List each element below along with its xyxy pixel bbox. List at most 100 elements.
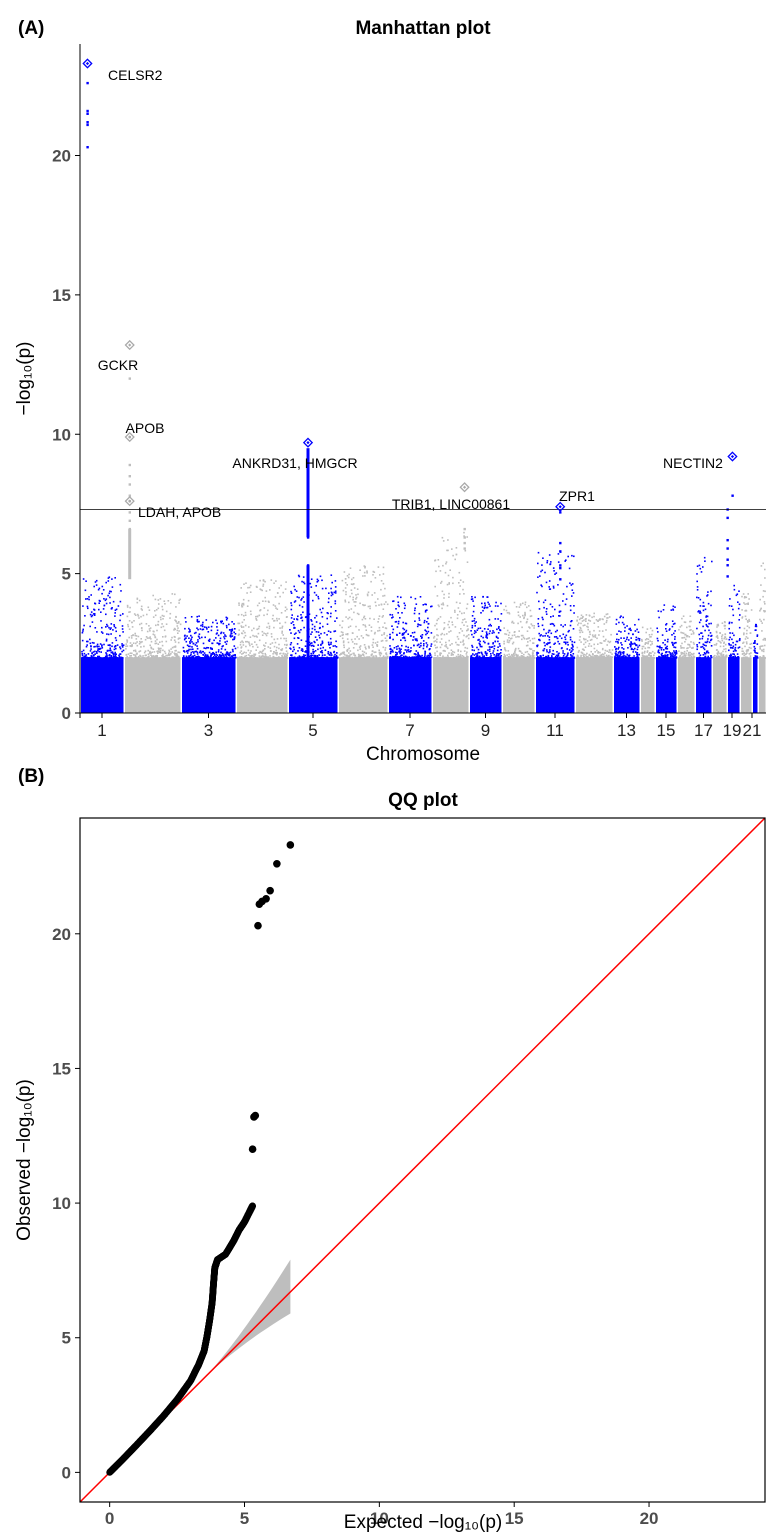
- snp-point: [366, 572, 368, 574]
- snp-point: [662, 609, 665, 611]
- snp-point: [359, 655, 362, 658]
- snp-point: [465, 655, 468, 657]
- snp-point: [539, 657, 541, 659]
- snp-point: [618, 638, 620, 641]
- chromosome-20-core: [741, 657, 752, 713]
- snp-point: [282, 652, 285, 655]
- snp-point: [105, 626, 107, 628]
- snp-point: [573, 641, 576, 644]
- snp-point: [209, 647, 212, 649]
- snp-point: [143, 645, 145, 648]
- snp-point: [617, 652, 620, 654]
- snp-point: [438, 565, 440, 568]
- snp-point: [312, 652, 315, 655]
- snp-point: [743, 627, 746, 630]
- snp-point: [762, 656, 764, 659]
- snp-point: [680, 631, 682, 634]
- snp-point: [293, 633, 296, 635]
- snp-point: [389, 656, 391, 658]
- snp-point: [357, 593, 359, 596]
- snp-point: [732, 608, 734, 611]
- snp-point: [110, 656, 113, 658]
- snp-point: [86, 598, 89, 600]
- snp-point: [290, 592, 293, 594]
- snp-point: [207, 657, 210, 659]
- snp-point: [434, 624, 436, 627]
- snp-point: [759, 645, 761, 648]
- snp-point: [85, 580, 87, 582]
- snp-point: [529, 609, 532, 612]
- snp-point: [174, 593, 176, 596]
- snp-point: [153, 657, 156, 659]
- snp-point: [334, 602, 337, 605]
- snp-point: [253, 657, 256, 659]
- snp-point: [289, 643, 292, 646]
- x-tick-label: 7: [405, 721, 414, 740]
- snp-point: [473, 632, 476, 635]
- snp-point: [403, 632, 406, 634]
- snp-point: [223, 637, 226, 640]
- snp-point: [545, 608, 548, 610]
- snp-point: [175, 655, 178, 658]
- snp-point: [475, 631, 477, 633]
- snp-point: [410, 596, 412, 599]
- chromosome-15-points: [656, 604, 678, 713]
- snp-point: [417, 651, 419, 654]
- snp-point: [400, 657, 403, 659]
- snp-point: [395, 654, 397, 656]
- snp-point: [500, 602, 502, 605]
- snp-point: [247, 654, 250, 656]
- snp-point: [197, 621, 199, 623]
- snp-point: [698, 633, 700, 636]
- snp-point: [736, 657, 738, 659]
- snp-point: [127, 653, 130, 655]
- snp-point: [396, 655, 399, 658]
- snp-point: [515, 656, 517, 659]
- snp-point: [370, 580, 372, 583]
- snp-point: [355, 598, 357, 600]
- snp-point: [413, 644, 415, 647]
- snp-point: [424, 652, 426, 655]
- snp-point: [673, 651, 676, 654]
- snp-point: [559, 610, 562, 613]
- snp-point: [607, 640, 609, 643]
- snp-point: [323, 632, 326, 634]
- snp-point: [415, 650, 418, 652]
- snp-point: [702, 654, 705, 656]
- snp-point: [90, 615, 93, 618]
- snp-point: [416, 644, 419, 647]
- snp-point: [593, 622, 596, 624]
- snp-point: [559, 564, 562, 567]
- snp-point: [551, 606, 554, 608]
- snp-point: [239, 651, 241, 654]
- snp-point: [552, 649, 554, 652]
- snp-point: [696, 648, 698, 651]
- snp-point: [649, 644, 652, 646]
- snp-point: [232, 657, 234, 659]
- snp-point: [653, 652, 656, 654]
- snp-point: [265, 590, 268, 592]
- snp-point: [680, 647, 682, 649]
- snp-point: [737, 607, 740, 610]
- snp-point: [110, 651, 113, 654]
- snp-point: [121, 644, 123, 647]
- snp-point: [454, 611, 456, 613]
- snp-point: [279, 627, 281, 629]
- snp-point: [597, 626, 600, 628]
- snp-point: [555, 654, 558, 657]
- snp-point: [415, 656, 418, 658]
- snp-point: [171, 651, 173, 653]
- snp-point: [110, 590, 112, 593]
- snp-point: [398, 647, 401, 650]
- chromosome-15-core: [656, 657, 677, 713]
- snp-point: [664, 657, 666, 659]
- snp-point: [377, 621, 379, 623]
- snp-point: [637, 618, 640, 621]
- snp-point: [499, 645, 501, 647]
- snp-point: [741, 647, 744, 650]
- snp-point: [150, 638, 152, 640]
- snp-point: [345, 633, 347, 636]
- snp-point: [764, 610, 766, 612]
- snp-point: [722, 653, 725, 656]
- snp-point: [280, 637, 282, 640]
